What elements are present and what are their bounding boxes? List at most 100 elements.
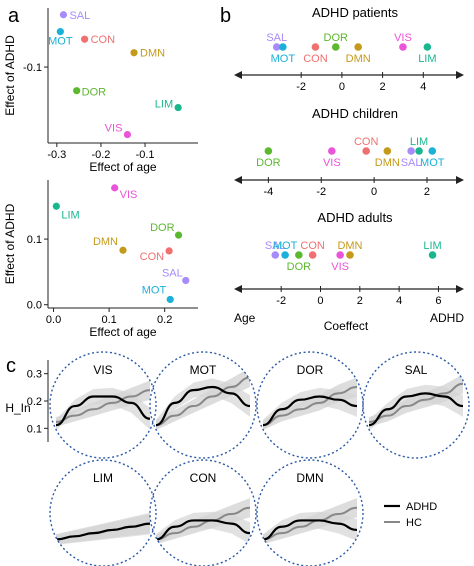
trajectory-plot-dor: DOR [256, 351, 364, 459]
trajectory-plot-vis: VIS [49, 351, 157, 459]
data-point-lim [423, 43, 432, 51]
network-title: MOT [190, 363, 217, 377]
point-label-dor: DOR [82, 87, 107, 99]
adhd-curve [155, 385, 251, 427]
x-tick-label: -0.1 [136, 149, 155, 161]
point-label-con: CON [91, 34, 116, 46]
point-label-mot: MOT [420, 157, 445, 169]
dotted-circle-frame [256, 351, 364, 459]
data-point-con [81, 35, 89, 43]
axis-label-age: Age [234, 311, 256, 325]
adhd-curve [368, 392, 464, 427]
point-label-lim: LIM [418, 53, 436, 65]
tick-label: 0 [317, 295, 323, 307]
tick-label: -4 [263, 186, 273, 198]
point-label-con: CON [300, 240, 325, 252]
plot-area [368, 374, 464, 431]
x-tick-label: -0.3 [47, 149, 66, 161]
tick-label: 0 [371, 186, 377, 198]
data-point-dor [264, 147, 273, 155]
adhd-curve [55, 522, 151, 541]
row-title: ADHD children [312, 106, 398, 121]
point-label-vis: VIS [105, 123, 123, 135]
data-point-sal [182, 276, 190, 285]
data-point-dmn [119, 246, 127, 254]
plot-area [155, 367, 251, 431]
point-label-mot: MOT [271, 53, 296, 65]
arrow-left-icon [234, 176, 242, 184]
point-label-mot: MOT [273, 240, 298, 252]
x-axis-title: Effect of age [89, 325, 156, 339]
data-point-sal [272, 43, 281, 51]
point-label-sal: SAL [162, 267, 183, 279]
trajectory-plot-sal: SAL [362, 351, 470, 459]
data-point-dor [174, 231, 183, 239]
network-title: CON [190, 471, 217, 485]
tick-label: -2 [296, 81, 306, 93]
point-label-dor: DOR [150, 222, 175, 234]
point-label-sal: SAL [401, 157, 422, 169]
arrow-right-icon [456, 176, 464, 184]
panel-letter-b: b [220, 5, 231, 27]
y-tick-label: 0.3 [27, 369, 42, 381]
data-point-mot [166, 295, 174, 304]
dotted-circle-frame [149, 459, 257, 566]
legend-label-adhd: ADHD [406, 501, 437, 513]
data-point-dmn [130, 49, 138, 57]
adhd-confidence-band [56, 512, 150, 545]
data-point-sal [59, 11, 68, 19]
data-point-dmn [354, 43, 362, 51]
data-point-dmn [346, 251, 354, 259]
hc-line [155, 506, 251, 541]
x-tick-label: -0.2 [91, 149, 110, 161]
y-axis-title: Effect of ADHD [3, 35, 17, 116]
data-point-vis [123, 130, 132, 139]
trajectory-plot-dmn: DMN [256, 459, 364, 566]
data-point-vis [328, 147, 336, 155]
data-point-lim [428, 251, 437, 259]
point-label-dor: DOR [324, 32, 349, 44]
data-point-con [308, 251, 317, 259]
point-label-con: CON [354, 136, 379, 148]
point-label-mot: MOT [48, 36, 73, 48]
point-label-dmn: DMN [375, 157, 400, 169]
adhd-curve [262, 395, 358, 427]
arrow-left-icon [234, 285, 242, 293]
data-point-con [165, 247, 173, 255]
point-label-sal: SAL [266, 32, 287, 44]
data-point-con [362, 147, 370, 155]
dotted-circle-frame [362, 351, 470, 459]
point-label-con: CON [140, 251, 165, 263]
data-point-dor [73, 87, 81, 95]
point-label-dmn: DMN [337, 240, 362, 252]
axis-label-coeffect: Coeffect [324, 319, 369, 333]
data-point-vis [399, 43, 407, 51]
point-label-sal: SAL [265, 240, 286, 252]
x-axis-title: Effect of age [89, 160, 156, 174]
dotted-circle-frame [49, 459, 157, 566]
y-tick-label: -0.1 [23, 62, 42, 74]
data-point-sal [271, 251, 280, 259]
data-point-mot [56, 28, 64, 36]
tick-label: 2 [357, 295, 363, 307]
y-axis-title: Effect of ADHD [3, 203, 17, 284]
point-label-dmn: DMN [346, 53, 371, 65]
plot-area [262, 498, 358, 545]
adhd-curve [55, 395, 151, 427]
x-tick-label: 0.0 [46, 314, 61, 326]
point-label-mot: MOT [142, 284, 167, 296]
adhd-curve [262, 519, 358, 541]
panel-letter-c: c [6, 355, 16, 377]
data-point-dor [295, 251, 303, 259]
y-tick-label: 0.1 [27, 234, 42, 246]
tick-label: 2 [380, 81, 386, 93]
data-point-vis [111, 184, 119, 192]
data-point-con [311, 43, 320, 51]
point-label-lim: LIM [410, 136, 428, 148]
point-label-lim: LIM [423, 240, 441, 252]
data-point-mot [281, 251, 289, 259]
data-point-sal [407, 147, 415, 155]
